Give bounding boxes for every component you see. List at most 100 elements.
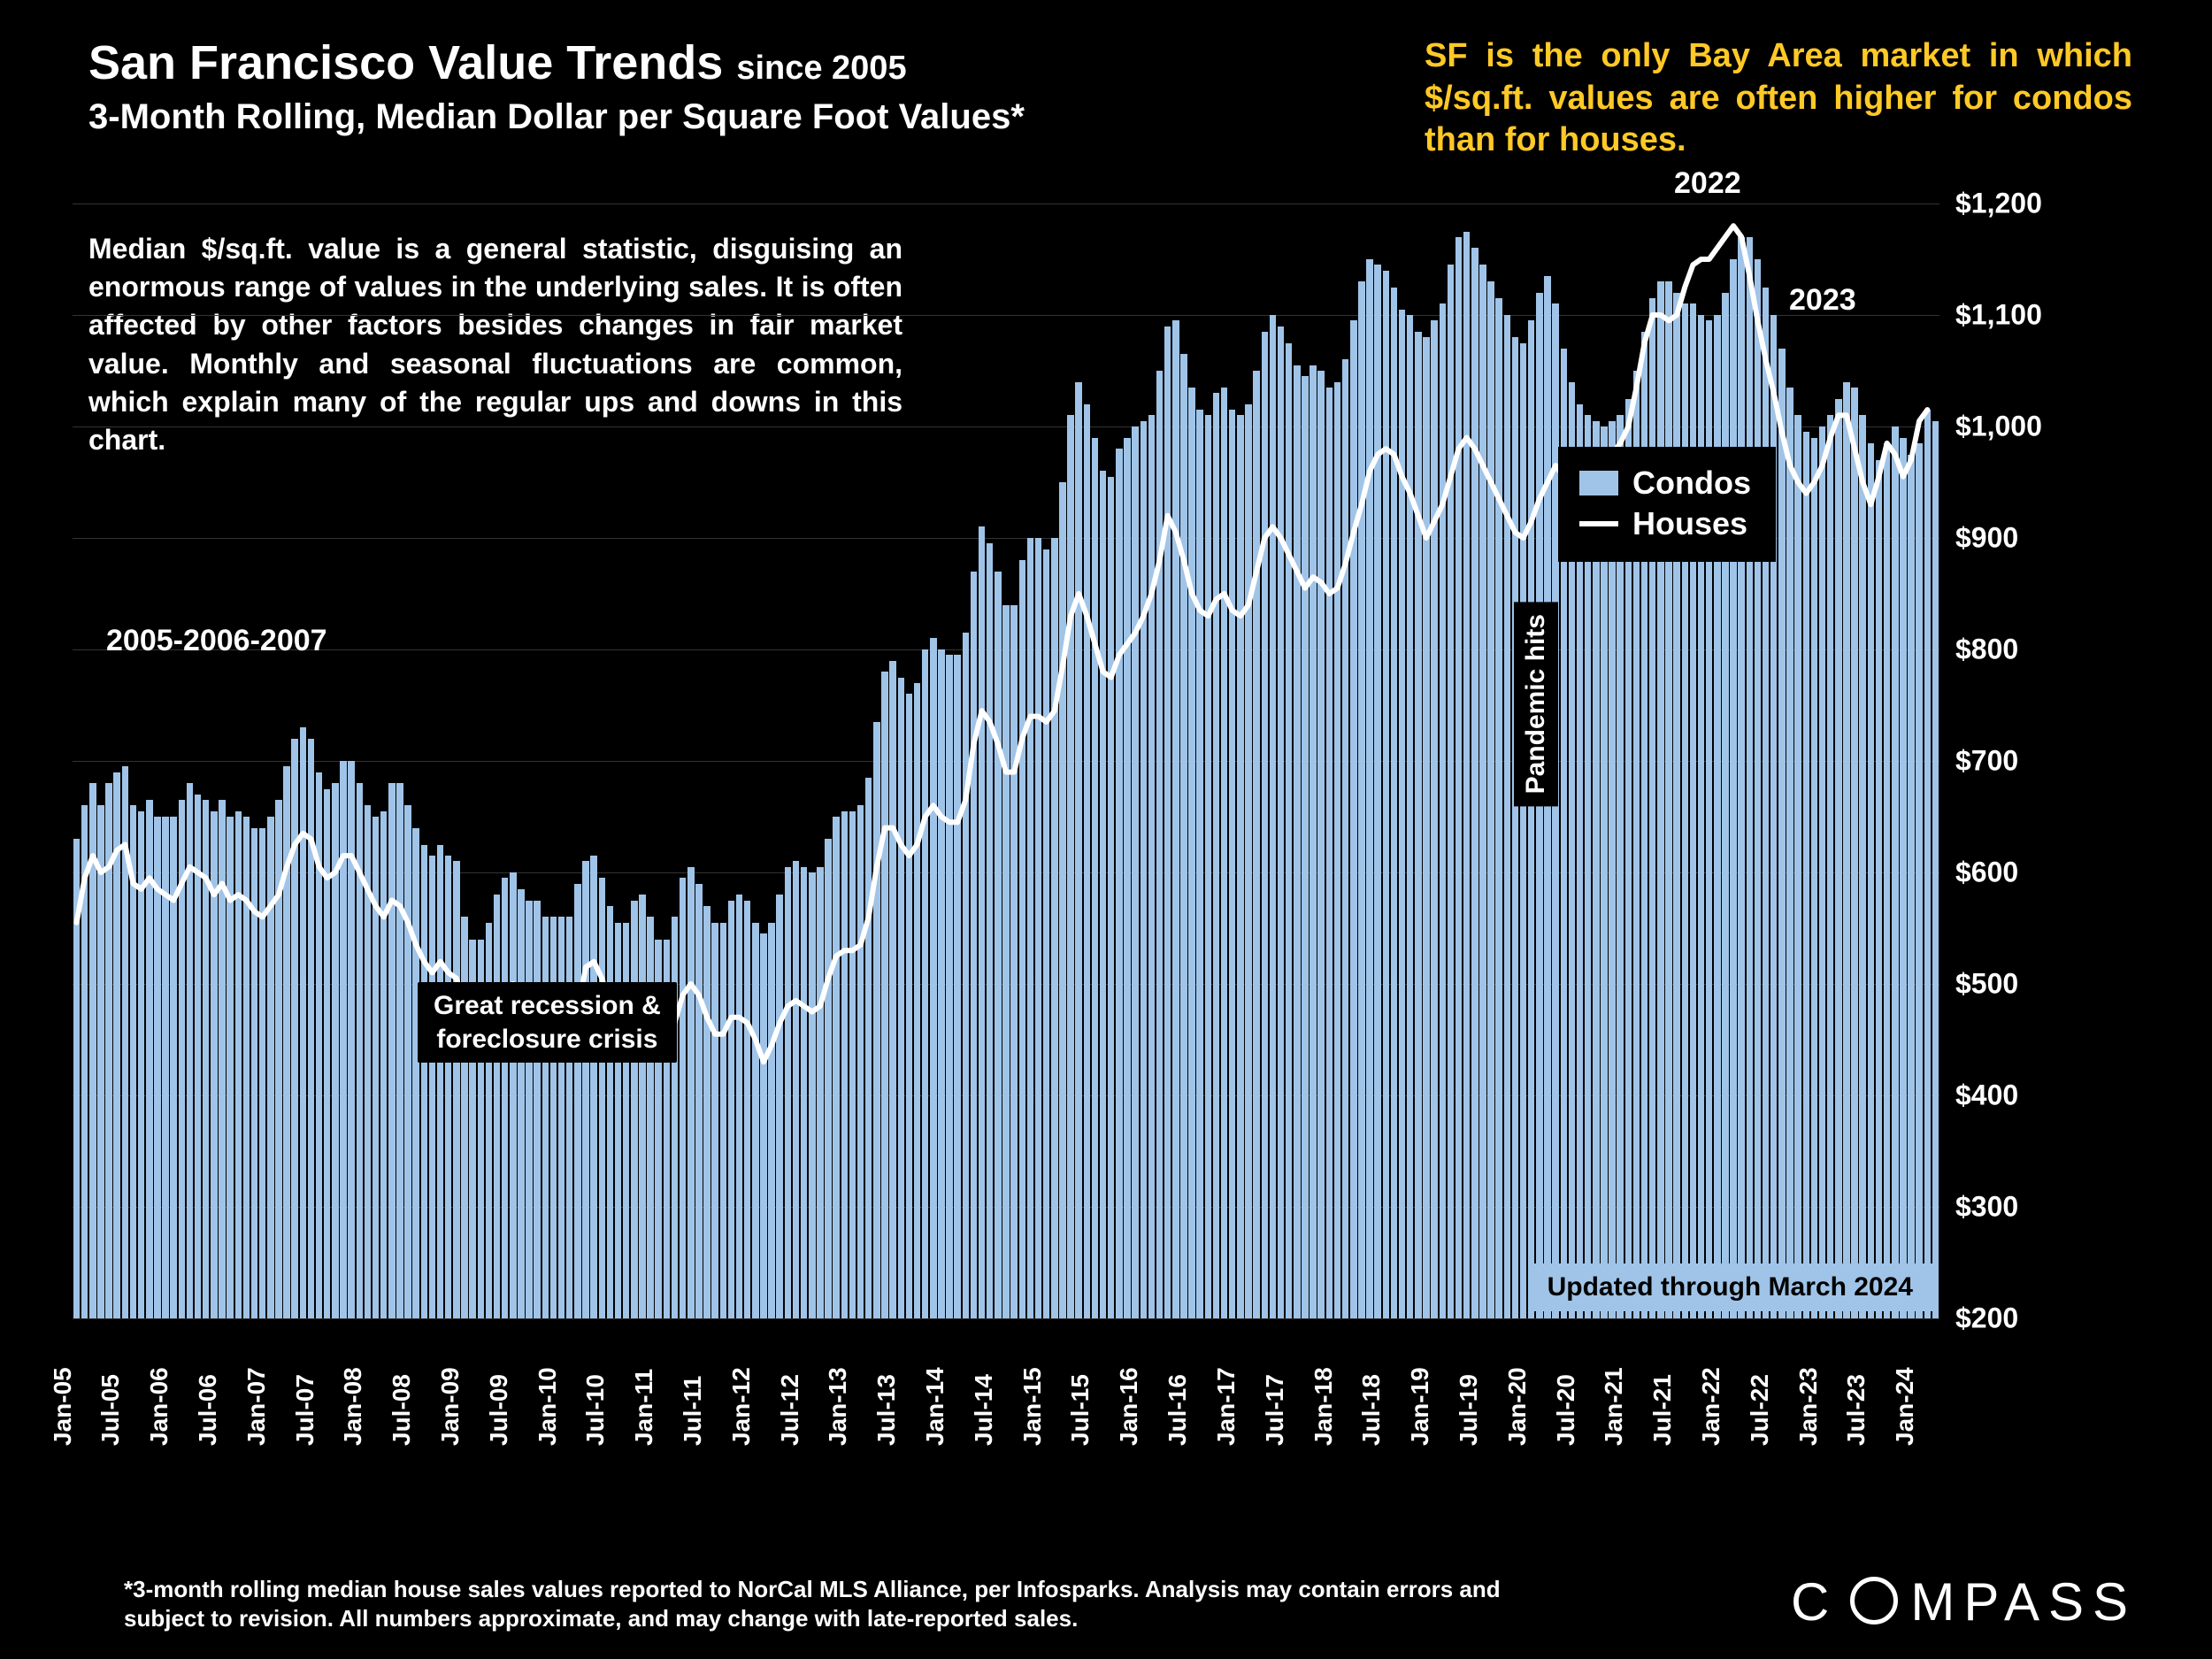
condo-bar [987,543,993,1318]
condo-bar [1803,432,1809,1318]
title-suffix: since 2005 [736,50,906,87]
condo-bar [971,572,977,1318]
condo-bar [235,811,242,1318]
condo-bar [404,805,411,1318]
x-tick-label: Jan-24 [1891,1367,1919,1446]
condo-bar [728,901,734,1319]
x-tick-label: Jan-13 [824,1367,852,1446]
condo-bar [1884,443,1890,1318]
x-tick-label: Jan-06 [145,1367,173,1446]
condo-bar [1504,315,1510,1318]
condo-bar [146,800,152,1318]
x-tick-label: Jan-14 [921,1367,949,1446]
condo-bar [930,638,936,1318]
condo-bar [1859,415,1865,1318]
condo-bar [211,811,217,1318]
x-tick-label: Jul-10 [581,1374,610,1446]
condo-bar [1262,332,1268,1318]
updated-through-box: Updated through March 2024 [1528,1263,1932,1311]
condo-bar [1423,337,1429,1318]
condo-bar [801,867,807,1318]
condo-bar [1084,404,1090,1318]
condo-bar [1342,359,1348,1318]
condo-bar [744,901,750,1319]
condo-bar [162,817,168,1318]
condo-bar [558,917,565,1318]
condo-bar [316,772,322,1318]
legend-houses-swatch [1579,521,1618,526]
x-tick-label: Jan-11 [630,1369,658,1446]
condo-bar [89,783,96,1318]
brand-text-pre: C [1791,1571,1838,1632]
x-tick-label: Jul-18 [1357,1374,1386,1446]
y-tick-label: $900 [1955,522,2018,555]
x-tick-label: Jan-16 [1115,1367,1143,1446]
pandemic-annotation: Pandemic hits [1514,602,1558,806]
condo-bar [582,861,588,1318]
condo-bar [1366,259,1372,1318]
x-tick-label: Jan-18 [1310,1367,1338,1446]
condo-bar [1350,320,1356,1318]
condo-bar [938,649,944,1318]
condo-bar [995,572,1001,1318]
x-tick-label: Jan-19 [1406,1367,1434,1446]
x-tick-label: Jan-22 [1697,1367,1725,1446]
condo-bar [760,933,766,1318]
condo-bar [687,867,694,1318]
condo-bar [599,878,605,1318]
condo-bar [1002,605,1009,1318]
condo-bar [1278,326,1284,1318]
condo-bar [340,761,346,1318]
plot-area: 2005-2006-200720222023Great recession &f… [73,204,1939,1318]
legend-condos-label: Condos [1632,465,1751,502]
condo-bar [1148,415,1155,1318]
condo-bar [170,817,176,1318]
condo-bar [1180,354,1187,1318]
condo-bar [502,878,508,1318]
condo-bar [1172,320,1179,1318]
condo-bar [138,811,144,1318]
chart-area: 2005-2006-200720222023Great recession &f… [53,204,2070,1460]
condo-bar [1892,426,1898,1318]
condo-bar [1763,288,1769,1319]
condo-bar [849,811,856,1318]
condo-bar [1221,388,1227,1318]
condo-bar [526,901,532,1319]
x-tick-label: Jan-05 [49,1367,77,1446]
condo-bar [348,761,354,1318]
condo-bar [1302,376,1308,1318]
condo-bar [736,895,742,1318]
condo-bar [380,811,387,1318]
condo-bar [1440,303,1446,1318]
condo-bar [922,649,928,1318]
condo-bar [1747,237,1753,1318]
y-tick-label: $600 [1955,856,2018,889]
condo-bar [243,817,250,1318]
compass-logo: C MPASS [1791,1571,2137,1632]
condo-bar [396,783,403,1318]
condo-bar [1383,271,1389,1318]
chart-subtitle: 3-Month Rolling, Median Dollar per Squar… [88,97,1025,137]
x-tick-label: Jul-08 [388,1374,416,1446]
condo-bar [81,805,88,1318]
condo-bar [1374,265,1380,1318]
y-tick-label: $1,000 [1955,411,2042,443]
condo-bar [1027,538,1033,1318]
condo-bar [1876,460,1882,1318]
condo-bar [1164,326,1171,1318]
y-tick-label: $700 [1955,745,2018,778]
condo-bar [1520,343,1526,1319]
condo-bar [429,856,435,1318]
condo-bar [1908,455,1914,1319]
condo-bar [332,783,338,1318]
legend: CondosHouses [1558,447,1776,562]
x-tick-label: Jul-19 [1455,1374,1483,1446]
condo-bar [865,778,872,1318]
condo-bar [1108,477,1114,1318]
condo-bar [1156,371,1163,1318]
x-tick-label: Jan-20 [1503,1367,1532,1446]
brand-text-post: MPASS [1910,1571,2137,1632]
condo-bar [873,722,879,1318]
condo-bar [1819,426,1825,1318]
condo-bar [542,917,549,1318]
